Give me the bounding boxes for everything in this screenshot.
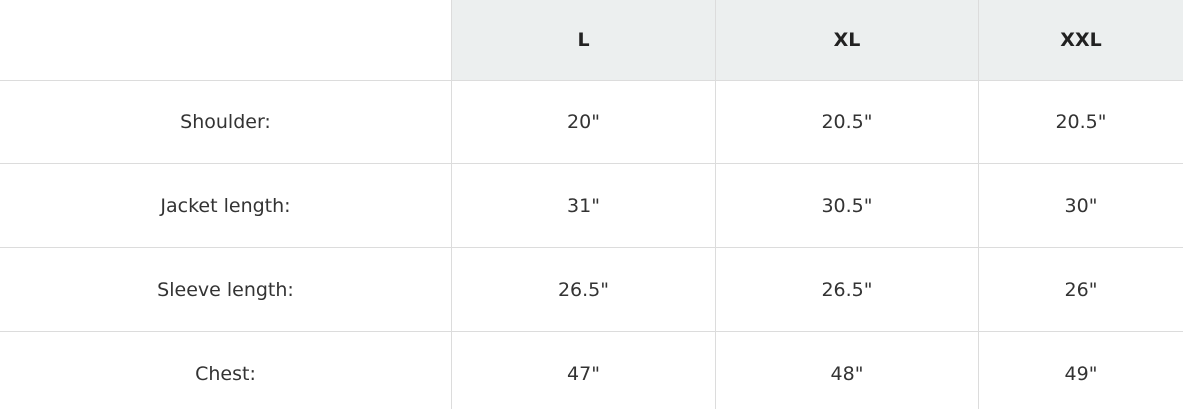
row-label: Chest: [0, 332, 451, 409]
column-header: XXL [978, 0, 1183, 81]
table-cell: 30.5" [715, 164, 978, 248]
table-cell: 31" [451, 164, 715, 248]
table-cell: 48" [715, 332, 978, 409]
row-label: Sleeve length: [0, 248, 451, 332]
table-cell: 20.5" [978, 81, 1183, 164]
table-cell: 47" [451, 332, 715, 409]
column-header: XL [715, 0, 978, 81]
table-cell: 26.5" [451, 248, 715, 332]
row-label: Shoulder: [0, 81, 451, 164]
table-cell: 26.5" [715, 248, 978, 332]
row-label: Jacket length: [0, 164, 451, 248]
table-cell: 49" [978, 332, 1183, 409]
header-corner [0, 0, 451, 81]
column-header: L [451, 0, 715, 81]
table-cell: 26" [978, 248, 1183, 332]
table-cell: 20.5" [715, 81, 978, 164]
table-cell: 20" [451, 81, 715, 164]
table-cell: 30" [978, 164, 1183, 248]
